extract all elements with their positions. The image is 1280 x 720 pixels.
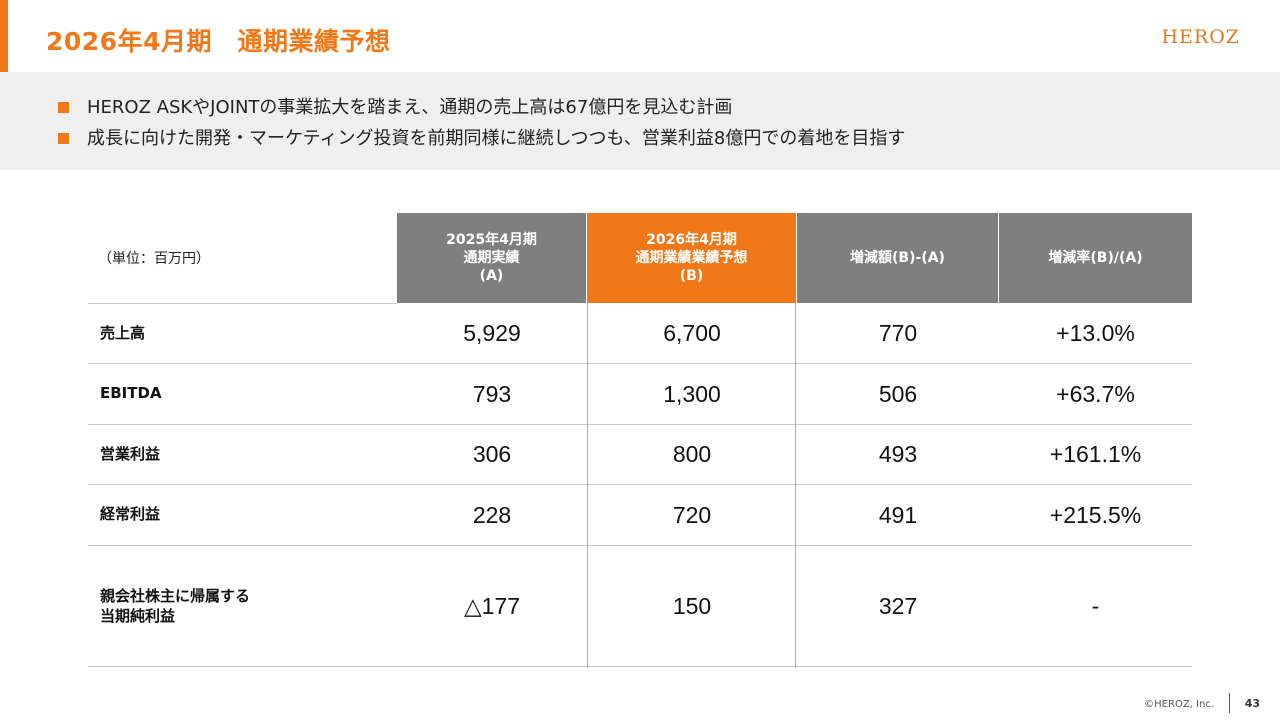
row-label: 売上高 <box>100 324 146 342</box>
value-a: 306 <box>472 441 512 467</box>
value-rate: +161.1% <box>1049 441 1142 467</box>
value-b: 800 <box>672 441 712 467</box>
row-label-line2: 当期純利益 <box>100 607 176 625</box>
value-b: 720 <box>672 501 712 528</box>
summary-text: HEROZ ASKやJOINTの事業拡大を踏まえ、通期の売上高は67億円を見込む… <box>87 96 733 118</box>
footer-divider <box>1229 693 1230 713</box>
copyright: ©HEROZ, Inc. <box>1144 699 1214 710</box>
header-diff: 増減額(B)-(A) <box>797 213 998 303</box>
row-label: 営業利益 <box>100 445 161 463</box>
table-row: 親会社株主に帰属する 当期純利益 △177 150 327 - <box>88 546 1192 667</box>
value-b: 1,300 <box>663 380 721 407</box>
heroz-logo: HEROZ <box>1161 26 1240 48</box>
summary-item: 成長に向けた開発・マーケティング投資を前期同様に継続しつつも、営業利益8億円での… <box>58 123 905 154</box>
summary-list: HEROZ ASKやJOINTの事業拡大を踏まえ、通期の売上高は67億円を見込む… <box>58 92 905 154</box>
table-row: 経常利益 228 720 491 +215.5% <box>88 485 1192 546</box>
value-rate: +215.5% <box>1049 501 1142 528</box>
header-rate: 増減率(B)/(A) <box>999 213 1192 303</box>
forecast-table: （単位：百万円） 2025年4月期 通期実績 (A) 2026年4月期 通期業績… <box>88 213 1192 668</box>
value-b: 150 <box>672 592 712 619</box>
value-diff: 506 <box>878 380 918 407</box>
header-divider <box>88 303 397 304</box>
value-rate: +63.7% <box>1056 380 1135 407</box>
summary-box: HEROZ ASKやJOINTの事業拡大を踏まえ、通期の売上高は67億円を見込む… <box>0 72 1280 170</box>
summary-text: 成長に向けた開発・マーケティング投資を前期同様に継続しつつも、営業利益8億円での… <box>87 127 906 149</box>
header-b-line3: (B) <box>679 268 704 284</box>
table-row: EBITDA 793 1,300 506 +63.7% <box>88 364 1192 425</box>
value-a: 228 <box>472 501 512 528</box>
table-row: 売上高 5,929 6,700 770 +13.0% <box>88 303 1192 364</box>
row-label: 親会社株主に帰属する 当期純利益 <box>100 586 250 626</box>
value-diff: 491 <box>878 501 918 528</box>
square-bullet-icon <box>58 102 69 113</box>
value-rate: +13.0% <box>1056 319 1135 346</box>
header-fy2026-forecast: 2026年4月期 通期業績業績予想 (B) <box>587 213 796 303</box>
value-diff: 770 <box>878 319 918 346</box>
value-rate: - <box>1091 592 1100 619</box>
header-b-line2: 通期業績業績予想 <box>635 250 748 266</box>
header-fy2025-actual: 2025年4月期 通期実績 (A) <box>397 213 586 303</box>
row-label: EBITDA <box>100 384 162 402</box>
header-b-line1: 2026年4月期 <box>646 232 737 248</box>
value-a: △177 <box>463 592 521 619</box>
value-a: 5,929 <box>463 319 521 346</box>
unit-label: （単位：百万円） <box>98 251 210 267</box>
square-bullet-icon <box>58 133 69 144</box>
row-label-line1: 親会社株主に帰属する <box>100 587 251 605</box>
table-row: 営業利益 306 800 493 +161.1% <box>88 425 1192 485</box>
value-a: 793 <box>472 380 512 407</box>
value-diff: 493 <box>878 441 918 467</box>
row-label: 経常利益 <box>100 505 161 523</box>
header-a-line3: (A) <box>479 268 504 284</box>
header-a-line1: 2025年4月期 <box>446 232 537 248</box>
summary-item: HEROZ ASKやJOINTの事業拡大を踏まえ、通期の売上高は67億円を見込む… <box>58 92 905 123</box>
page-number: 43 <box>1244 697 1260 710</box>
value-diff: 327 <box>878 592 918 619</box>
value-b: 6,700 <box>663 319 721 346</box>
page-title: 2026年4月期 通期業績予想 <box>46 27 391 56</box>
header-a-line2: 通期実績 <box>463 250 520 266</box>
